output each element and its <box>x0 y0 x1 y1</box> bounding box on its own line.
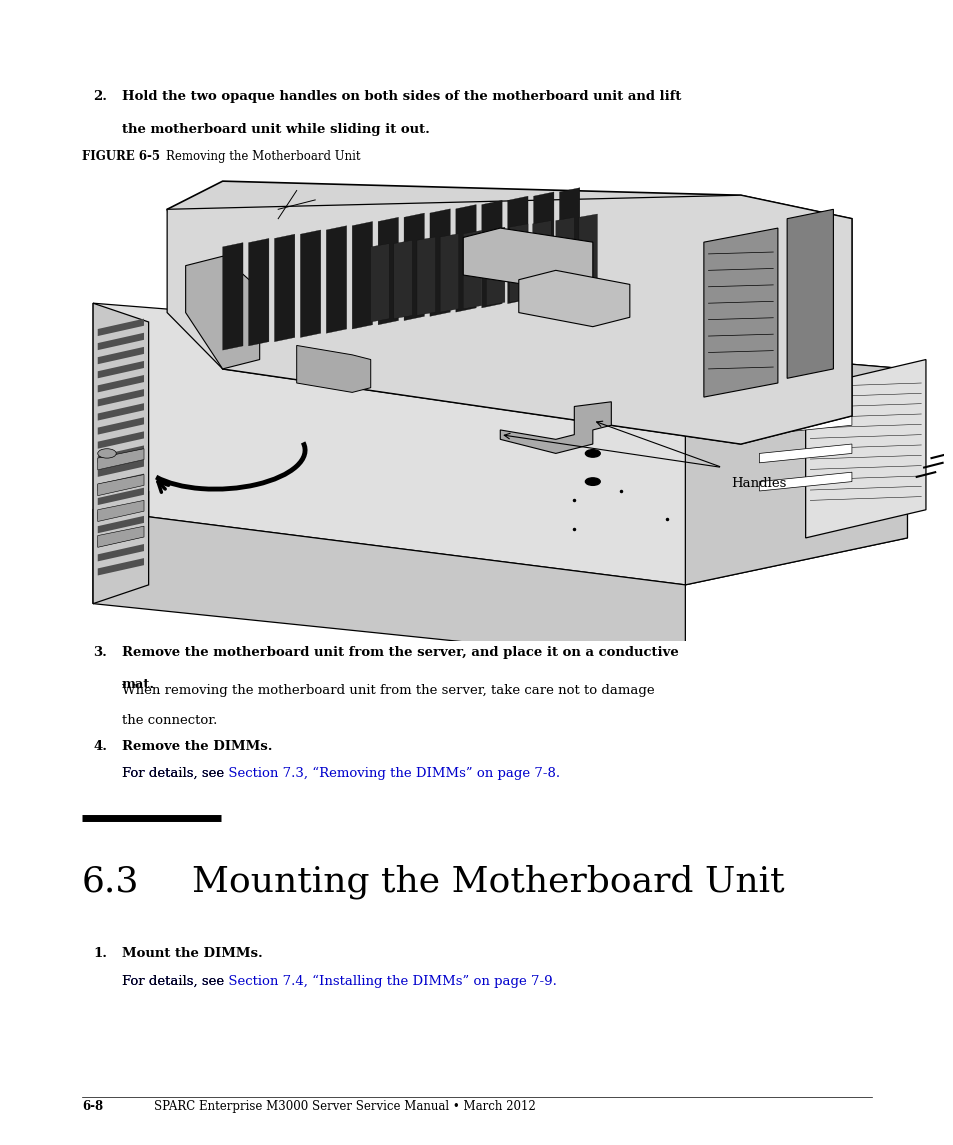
Text: For details, see: For details, see <box>122 767 228 780</box>
Polygon shape <box>759 444 851 463</box>
Polygon shape <box>759 388 851 406</box>
Polygon shape <box>509 224 527 302</box>
Text: Remove the DIMMs.: Remove the DIMMs. <box>122 740 273 752</box>
Polygon shape <box>97 333 144 350</box>
Polygon shape <box>394 240 412 318</box>
Text: Hold the two opaque handles on both sides of the motherboard unit and lift: Hold the two opaque handles on both side… <box>122 90 680 103</box>
Polygon shape <box>300 230 320 338</box>
Polygon shape <box>97 347 144 364</box>
Polygon shape <box>167 196 851 444</box>
Polygon shape <box>759 472 851 491</box>
Polygon shape <box>463 228 592 289</box>
Text: the motherboard unit while sliding it out.: the motherboard unit while sliding it ou… <box>122 123 430 135</box>
Polygon shape <box>97 318 144 337</box>
Polygon shape <box>97 530 144 547</box>
Polygon shape <box>486 227 504 306</box>
Text: FIGURE 6-5: FIGURE 6-5 <box>82 150 160 163</box>
Polygon shape <box>97 403 144 420</box>
Polygon shape <box>93 303 149 603</box>
Polygon shape <box>377 218 398 325</box>
Polygon shape <box>456 205 476 313</box>
Polygon shape <box>352 221 373 329</box>
Polygon shape <box>578 214 597 292</box>
Circle shape <box>585 450 599 457</box>
Polygon shape <box>804 360 925 538</box>
Circle shape <box>97 449 116 458</box>
Polygon shape <box>499 402 611 453</box>
Polygon shape <box>684 350 906 585</box>
Polygon shape <box>518 270 629 326</box>
Polygon shape <box>97 459 144 476</box>
Polygon shape <box>404 213 424 321</box>
Polygon shape <box>97 474 144 491</box>
Polygon shape <box>97 516 144 534</box>
Polygon shape <box>97 474 144 496</box>
Polygon shape <box>759 416 851 435</box>
Text: When removing the motherboard unit from the server, take care not to damage: When removing the motherboard unit from … <box>122 684 654 696</box>
Polygon shape <box>703 228 777 397</box>
Polygon shape <box>97 544 144 561</box>
Text: mat.: mat. <box>122 678 155 690</box>
Polygon shape <box>97 376 144 393</box>
Polygon shape <box>97 449 144 469</box>
Polygon shape <box>97 389 144 406</box>
Text: For details, see Section 7.3, “Removing the DIMMs” on page 7-8.: For details, see Section 7.3, “Removing … <box>122 767 559 781</box>
Text: Mount the DIMMs.: Mount the DIMMs. <box>122 947 262 960</box>
Polygon shape <box>97 488 144 505</box>
Text: 3.: 3. <box>93 646 107 658</box>
Polygon shape <box>558 188 579 295</box>
Text: 1.: 1. <box>93 947 108 960</box>
Text: Handles: Handles <box>731 476 786 490</box>
Polygon shape <box>97 432 144 449</box>
Text: Remove the motherboard unit from the server, and place it on a conductive: Remove the motherboard unit from the ser… <box>122 646 678 658</box>
Text: 4.: 4. <box>93 740 108 752</box>
Polygon shape <box>97 527 144 547</box>
Text: 6.3: 6.3 <box>82 864 139 899</box>
Polygon shape <box>97 445 144 463</box>
Polygon shape <box>430 208 450 316</box>
Text: the connector.: the connector. <box>122 714 217 727</box>
Polygon shape <box>97 558 144 576</box>
Polygon shape <box>439 234 458 313</box>
Circle shape <box>585 477 599 485</box>
Text: Mounting the Motherboard Unit: Mounting the Motherboard Unit <box>192 864 783 899</box>
Polygon shape <box>222 243 243 350</box>
Polygon shape <box>481 200 501 308</box>
Polygon shape <box>326 226 346 333</box>
Polygon shape <box>186 256 259 369</box>
Text: 2.: 2. <box>93 90 108 103</box>
Polygon shape <box>416 237 435 315</box>
Polygon shape <box>167 181 851 444</box>
Polygon shape <box>93 303 906 585</box>
Polygon shape <box>97 500 144 521</box>
Polygon shape <box>463 230 481 309</box>
Polygon shape <box>296 346 371 393</box>
Text: 6-8: 6-8 <box>82 1100 103 1113</box>
Polygon shape <box>97 502 144 519</box>
Polygon shape <box>93 491 149 603</box>
Polygon shape <box>97 417 144 435</box>
Polygon shape <box>93 510 684 664</box>
Polygon shape <box>533 192 554 300</box>
Polygon shape <box>556 218 574 295</box>
Text: For details, see: For details, see <box>122 974 228 987</box>
Text: For details, see Section 7.4, “Installing the DIMMs” on page 7-9.: For details, see Section 7.4, “Installin… <box>122 974 557 988</box>
Polygon shape <box>97 361 144 378</box>
Polygon shape <box>786 210 833 378</box>
Polygon shape <box>249 238 269 346</box>
Text: SPARC Enterprise M3000 Server Service Manual • March 2012: SPARC Enterprise M3000 Server Service Ma… <box>153 1100 535 1113</box>
Polygon shape <box>371 244 389 322</box>
Text: Removing the Motherboard Unit: Removing the Motherboard Unit <box>166 150 360 163</box>
Polygon shape <box>532 221 551 299</box>
Polygon shape <box>507 196 527 303</box>
Polygon shape <box>274 235 294 341</box>
